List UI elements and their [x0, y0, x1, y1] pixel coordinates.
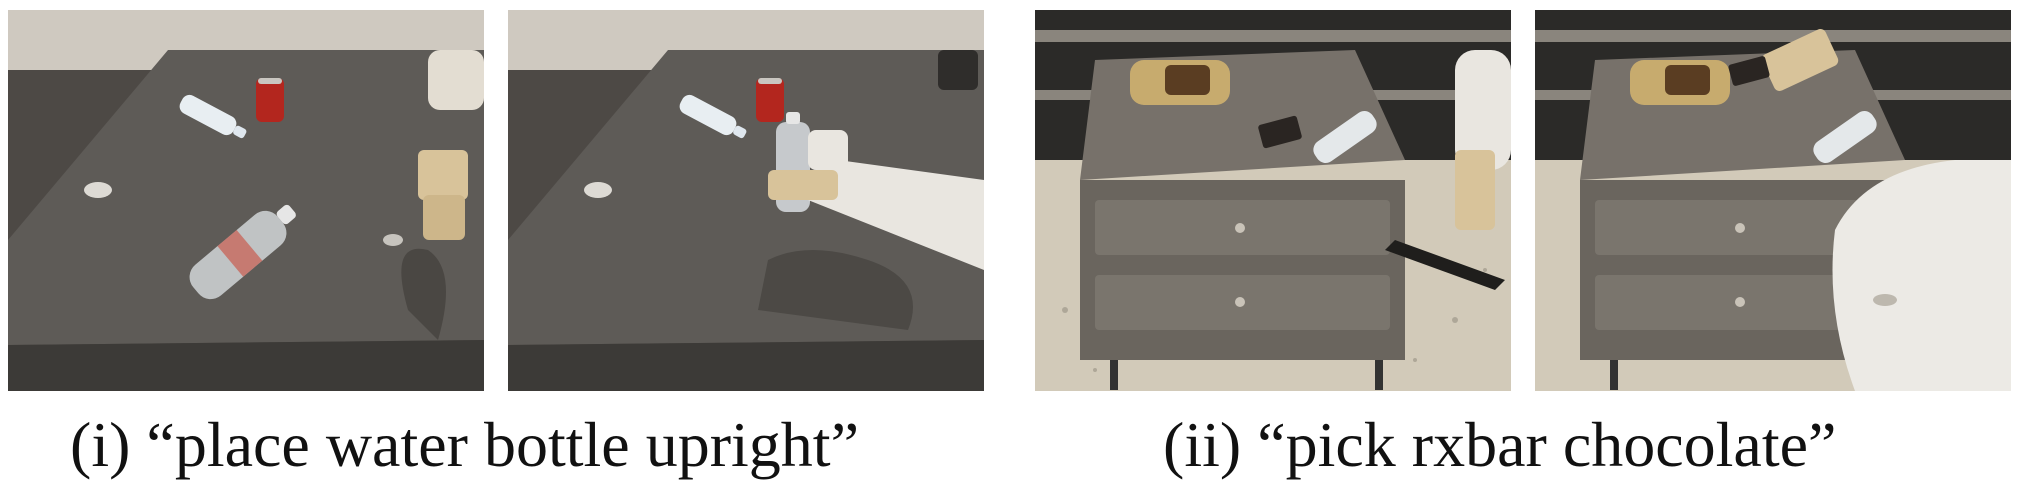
photo-panel-1 [8, 10, 484, 391]
photo-cabinet-after [1535, 10, 2011, 391]
caption-right: (ii) “pick rxbar chocolate” [1163, 409, 1837, 480]
caption-left: (i) “place water bottle upright” [70, 409, 859, 480]
photo-panel-3 [1035, 10, 1511, 391]
photo-tabletop-after [508, 10, 984, 391]
photo-cabinet-before [1035, 10, 1511, 391]
photo-panel-2 [508, 10, 984, 391]
photo-tabletop-before [8, 10, 484, 391]
photo-panel-4 [1535, 10, 2011, 391]
